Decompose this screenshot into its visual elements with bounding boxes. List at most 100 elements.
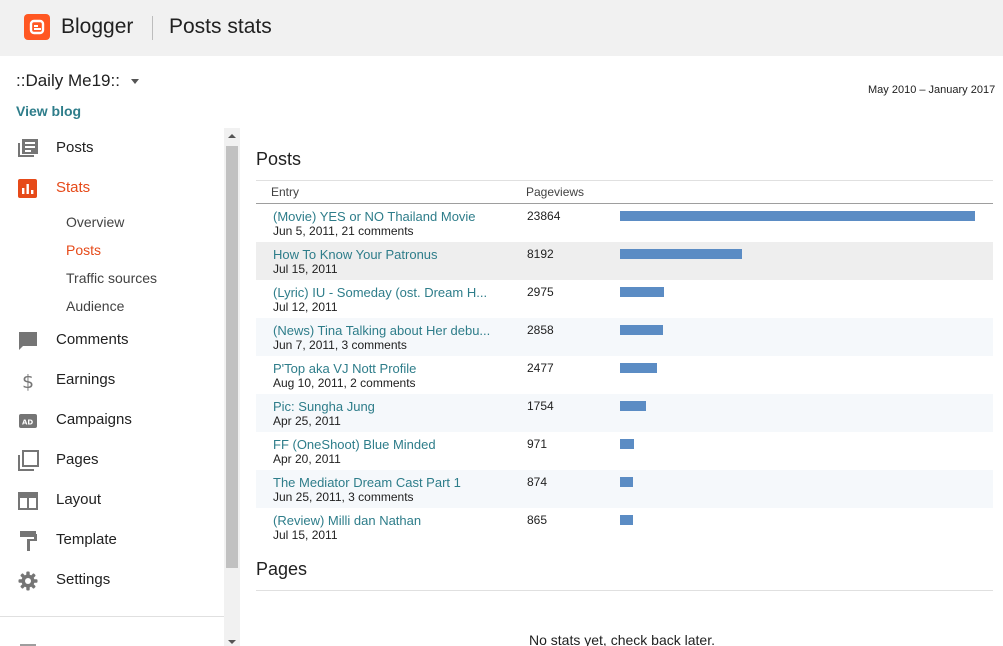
date-range[interactable]: May 2010 – January 2017 xyxy=(868,84,996,96)
post-title-link[interactable]: (Movie) YES or NO Thailand Movie xyxy=(273,209,476,224)
post-title-link[interactable]: (News) Tina Talking about Her debu... xyxy=(273,323,491,338)
table-row: (News) Tina Talking about Her debu... Jun… xyxy=(256,318,993,356)
post-pageviews: 2477 xyxy=(527,361,554,375)
sidebar-item-campaigns[interactable]: AD Campaigns xyxy=(0,400,224,440)
post-pageviews: 2975 xyxy=(527,285,554,299)
blog-selector[interactable]: ::Daily Me19:: xyxy=(16,71,120,90)
table-row: Pic: Sungha Jung Apr 25, 2011 1754 xyxy=(256,394,993,432)
post-title-link[interactable]: How To Know Your Patronus xyxy=(273,247,438,262)
post-title-link[interactable]: (Lyric) IU - Someday (ost. Dream H... xyxy=(273,285,488,300)
pageviews-bar xyxy=(620,401,646,411)
column-entry: Entry xyxy=(271,185,300,199)
sidebar-item-label: Posts xyxy=(56,139,94,156)
table-row: How To Know Your Patronus Jul 15, 2011 819… xyxy=(256,242,993,280)
table-header-divider xyxy=(256,203,993,204)
sidebar-item-comments[interactable]: Comments xyxy=(0,320,224,360)
pages-section-title: Pages xyxy=(256,559,308,579)
pageviews-bar xyxy=(620,439,634,449)
scrollbar-thumb[interactable] xyxy=(226,146,238,568)
sidebar-item-stats[interactable]: Stats xyxy=(0,168,224,208)
sidebar-item-template[interactable]: Template xyxy=(0,520,224,560)
post-pageviews: 23864 xyxy=(527,209,561,223)
stats-icon xyxy=(18,179,37,198)
svg-text:AD: AD xyxy=(22,419,33,427)
brand-name[interactable]: Blogger xyxy=(61,15,134,38)
campaigns-icon: AD xyxy=(19,414,37,428)
scroll-up-icon[interactable] xyxy=(228,134,236,138)
table-row: FF (OneShoot) Blue Minded Apr 20, 2011 971 xyxy=(256,432,993,470)
column-pageviews: Pageviews xyxy=(526,185,585,199)
pageviews-bar xyxy=(620,515,633,525)
post-meta: Jun 5, 2011, 21 comments xyxy=(273,224,414,238)
posts-icon xyxy=(18,139,38,157)
table-row: P'Top aka VJ Nott Profile Aug 10, 2011, 2… xyxy=(256,356,993,394)
post-pageviews: 8192 xyxy=(527,247,554,261)
sidebar-item-settings[interactable]: Settings xyxy=(0,560,224,600)
post-pageviews: 1754 xyxy=(527,399,554,413)
sidebar-divider xyxy=(0,616,224,617)
earnings-icon: $ xyxy=(22,371,34,392)
post-title-link[interactable]: (Review) Milli dan Nathan xyxy=(273,513,422,528)
posts-section-title: Posts xyxy=(256,149,302,169)
sidebar-item-label: Campaigns xyxy=(56,411,132,428)
sidebar-item-label: Settings xyxy=(56,571,111,588)
pageviews-bar xyxy=(620,211,975,221)
sidebar-item-label: Pages xyxy=(56,451,99,468)
pageviews-bar xyxy=(620,325,663,335)
post-pageviews: 874 xyxy=(527,475,548,489)
sidebar-item-label: Layout xyxy=(56,491,102,508)
pageviews-bar xyxy=(620,477,633,487)
layout-icon xyxy=(18,492,38,510)
post-title-link[interactable]: Pic: Sungha Jung xyxy=(273,399,375,414)
posts-divider xyxy=(256,180,993,181)
stats-sub-overview[interactable]: Overview xyxy=(66,214,125,230)
sidebar: Posts Stats Overview Posts Traffic sourc… xyxy=(0,128,224,646)
post-pageviews: 865 xyxy=(527,513,548,527)
blogger-logo-icon[interactable] xyxy=(24,14,50,40)
stats-sub-posts[interactable]: Posts xyxy=(66,242,102,258)
top-bar: Blogger Posts stats xyxy=(0,0,1003,56)
pages-icon xyxy=(18,450,39,471)
post-title-link[interactable]: The Mediator Dream Cast Part 1 xyxy=(273,475,461,490)
comments-icon xyxy=(19,332,37,350)
post-meta: Jun 25, 2011, 3 comments xyxy=(273,490,414,504)
svg-text:$: $ xyxy=(22,371,34,392)
post-meta: Apr 20, 2011 xyxy=(273,452,341,466)
chevron-down-icon[interactable] xyxy=(131,79,139,84)
post-meta: Jul 15, 2011 xyxy=(273,528,338,542)
table-row: (Movie) YES or NO Thailand Movie Jun 5, 2… xyxy=(256,204,993,242)
post-pageviews: 2858 xyxy=(527,323,554,337)
stats-sub-audience[interactable]: Audience xyxy=(66,298,125,314)
header-divider xyxy=(152,16,153,40)
sidebar-item-label: Stats xyxy=(56,179,91,196)
pageviews-bar xyxy=(620,363,657,373)
post-meta: Jul 15, 2011 xyxy=(273,262,338,276)
stats-sub-traffic-sources[interactable]: Traffic sources xyxy=(66,270,158,286)
table-row: (Lyric) IU - Someday (ost. Dream H... Jul… xyxy=(256,280,993,318)
page-title: Posts stats xyxy=(169,15,272,38)
post-meta: Aug 10, 2011, 2 comments xyxy=(273,376,416,390)
view-blog-link[interactable]: View blog xyxy=(16,103,82,119)
pages-divider xyxy=(256,590,993,591)
post-meta: Jun 7, 2011, 3 comments xyxy=(273,338,407,352)
gear-icon xyxy=(18,571,38,591)
pageviews-bar xyxy=(620,287,664,297)
sidebar-item-layout[interactable]: Layout xyxy=(0,480,224,520)
sidebar-next-item-stub xyxy=(20,644,36,646)
sidebar-item-label: Comments xyxy=(56,331,129,348)
sidebar-scrollbar[interactable] xyxy=(224,128,240,646)
sidebar-item-label: Template xyxy=(56,531,117,548)
pageviews-bar xyxy=(620,249,742,259)
sidebar-item-pages[interactable]: Pages xyxy=(0,440,224,480)
sidebar-item-earnings[interactable]: $ Earnings xyxy=(0,360,224,400)
scroll-down-icon[interactable] xyxy=(228,640,236,644)
sidebar-item-label: Earnings xyxy=(56,371,116,388)
empty-state-message: No stats yet, check back later. xyxy=(529,632,715,646)
post-pageviews: 971 xyxy=(527,437,548,451)
table-row: (Review) Milli dan Nathan Jul 15, 2011 865 xyxy=(256,508,993,546)
post-title-link[interactable]: FF (OneShoot) Blue Minded xyxy=(273,437,436,452)
paint-roller-icon xyxy=(20,531,37,551)
table-row: The Mediator Dream Cast Part 1 Jun 25, 20… xyxy=(256,470,993,508)
post-title-link[interactable]: P'Top aka VJ Nott Profile xyxy=(273,361,417,376)
sidebar-item-posts[interactable]: Posts xyxy=(0,128,224,168)
